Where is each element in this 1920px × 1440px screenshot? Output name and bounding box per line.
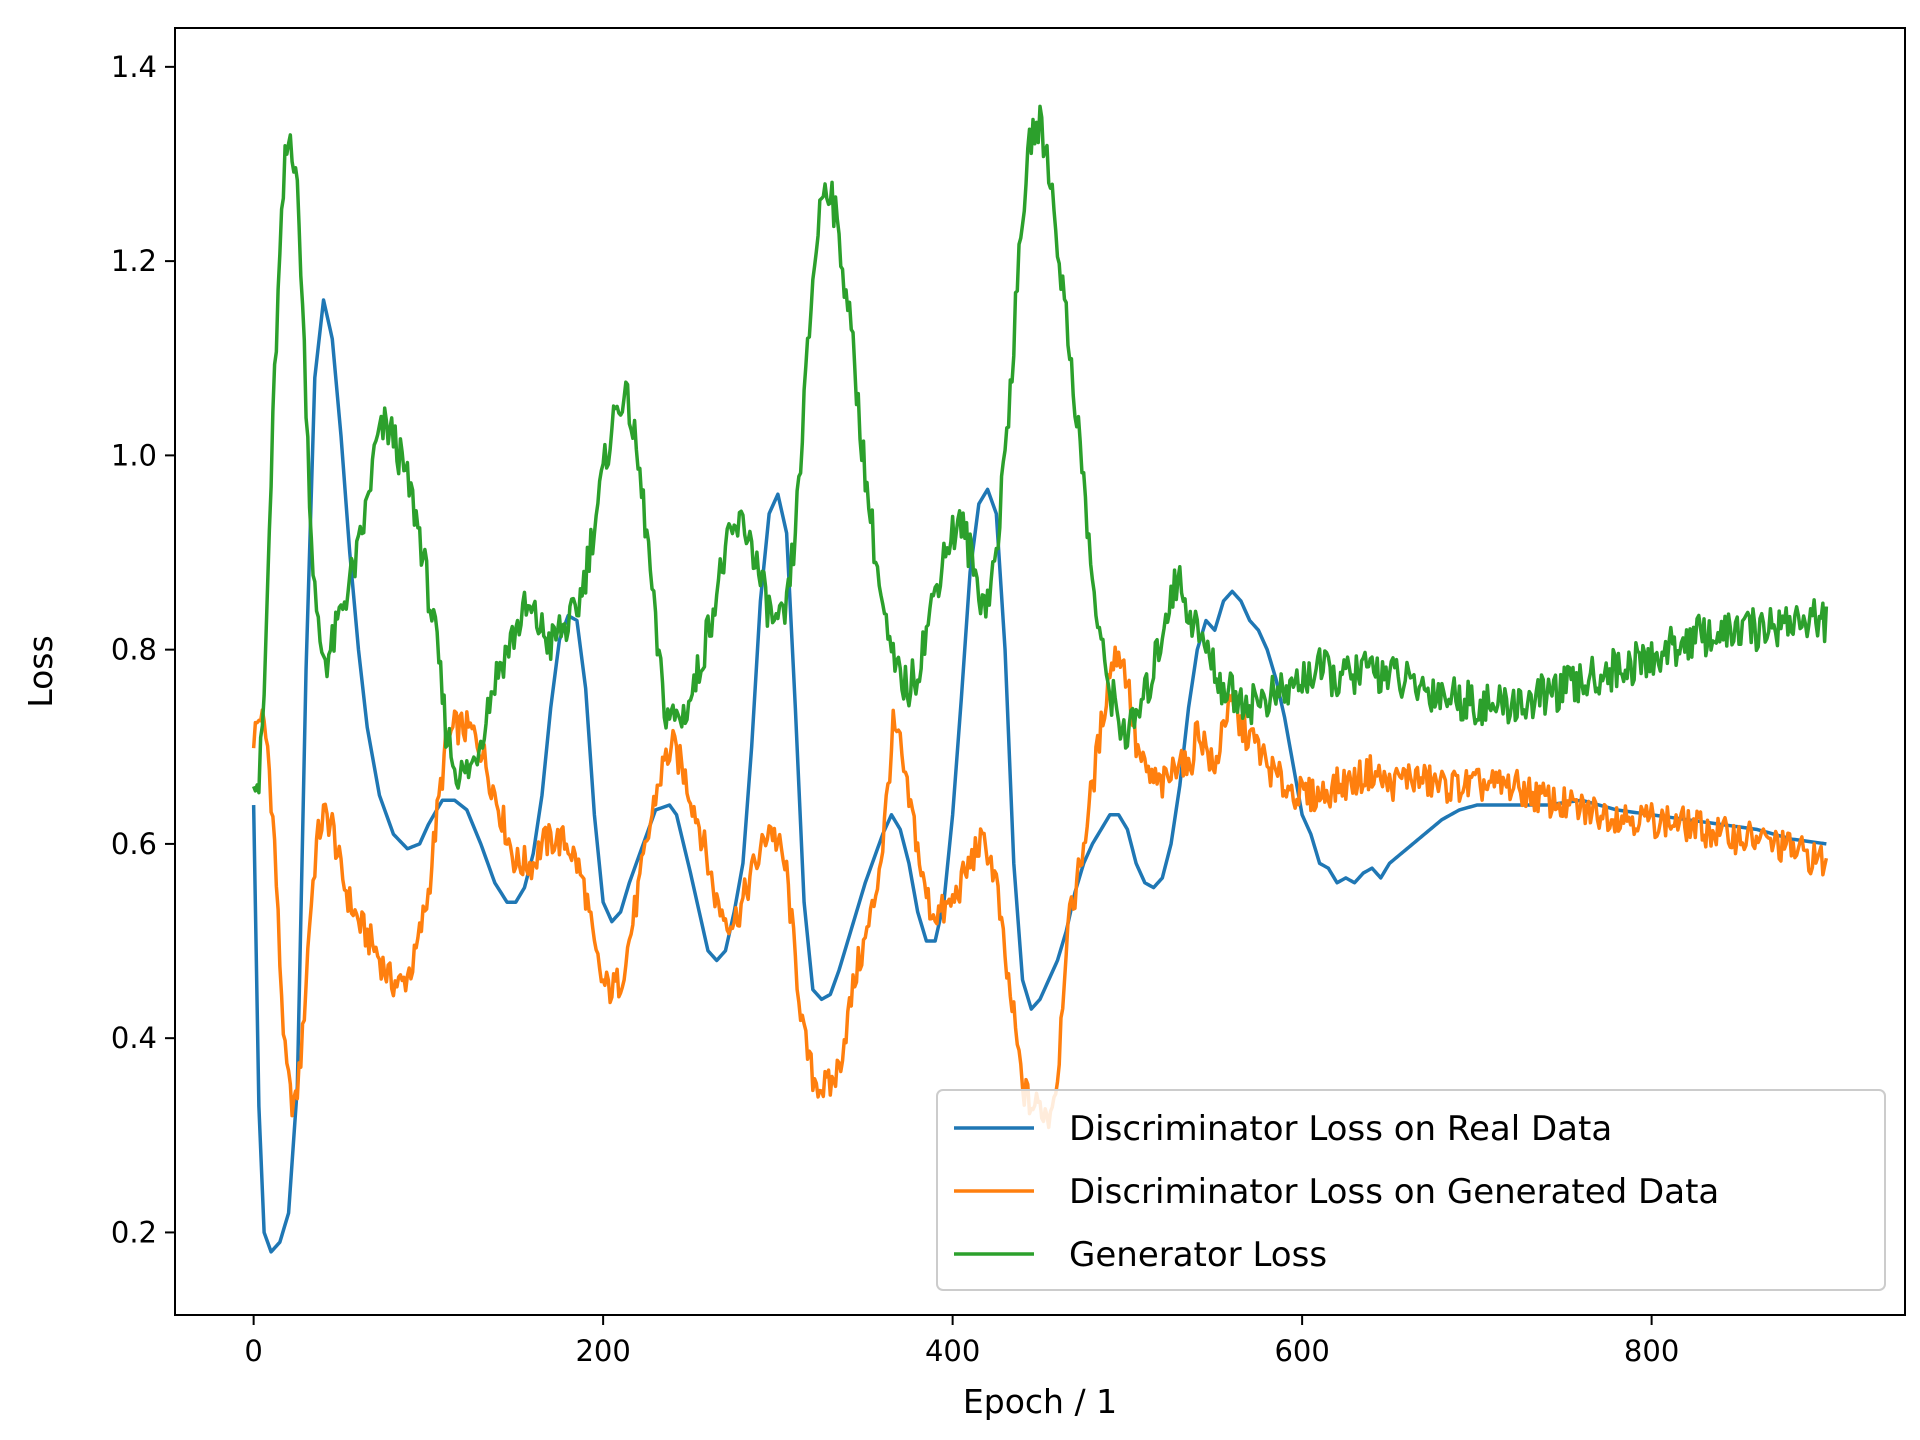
y-axis-label: Loss bbox=[21, 635, 60, 707]
y-tick-label: 0.2 bbox=[111, 1215, 157, 1249]
y-tick-label: 1.0 bbox=[111, 438, 157, 472]
x-axis-label: Epoch / 1 bbox=[963, 1382, 1117, 1421]
y-axis: 0.2 0.4 0.6 0.8 1.0 1.2 1.4 bbox=[111, 50, 175, 1249]
legend-label: Generator Loss bbox=[1069, 1235, 1327, 1275]
legend: Discriminator Loss on Real Data Discrimin… bbox=[936, 1089, 1886, 1291]
x-tick-label: 400 bbox=[925, 1334, 980, 1368]
legend-label: Discriminator Loss on Real Data bbox=[1069, 1109, 1612, 1149]
y-tick-label: 1.2 bbox=[111, 244, 157, 278]
x-tick-label: 0 bbox=[244, 1334, 262, 1368]
legend-label: Discriminator Loss on Generated Data bbox=[1069, 1172, 1719, 1212]
x-tick-label: 600 bbox=[1274, 1334, 1329, 1368]
legend-box bbox=[936, 1089, 1886, 1291]
x-tick-label: 200 bbox=[575, 1334, 630, 1368]
plot-frame bbox=[174, 27, 1906, 1316]
y-tick-label: 0.6 bbox=[111, 827, 157, 861]
y-tick-label: 0.8 bbox=[111, 633, 157, 667]
series-line bbox=[252, 104, 1829, 795]
y-tick-label: 0.4 bbox=[111, 1021, 157, 1055]
legend-items: Discriminator Loss on Real Data Discrimin… bbox=[954, 1109, 1719, 1275]
x-axis: 0 200 400 600 800 bbox=[244, 1315, 1679, 1368]
x-tick-label: 800 bbox=[1624, 1334, 1679, 1368]
y-tick-label: 1.4 bbox=[111, 50, 157, 84]
